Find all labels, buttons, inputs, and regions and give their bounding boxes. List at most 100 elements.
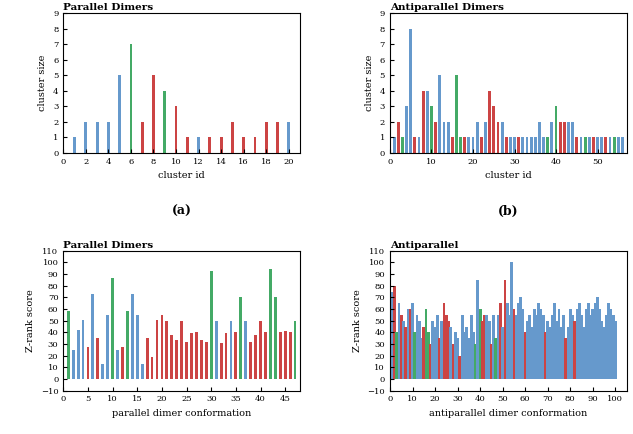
Bar (141, 364, 144, 379)
Bar (405, 106, 408, 153)
Bar (492, 106, 495, 153)
Bar (573, 321, 576, 379)
Bar (588, 137, 591, 153)
Bar (151, 357, 153, 379)
Bar (470, 315, 473, 379)
Bar (603, 326, 606, 379)
Bar (96, 122, 99, 153)
Bar (454, 332, 457, 379)
X-axis label: parallel dimer conformation: parallel dimer conformation (112, 409, 251, 418)
Bar (569, 309, 572, 379)
Bar (146, 338, 149, 379)
Y-axis label: Z-rank score: Z-rank score (353, 289, 362, 352)
Bar (391, 292, 394, 379)
Bar (509, 137, 512, 153)
Bar (67, 311, 70, 379)
Bar (163, 91, 166, 153)
Bar (287, 122, 290, 153)
Bar (400, 315, 403, 379)
Bar (474, 344, 477, 379)
Bar (611, 315, 615, 379)
Bar (555, 106, 558, 153)
Bar (508, 315, 511, 379)
Bar (107, 122, 110, 153)
Bar (175, 341, 178, 379)
Bar (505, 137, 508, 153)
Bar (555, 321, 558, 379)
Bar (253, 137, 256, 153)
Bar (398, 303, 401, 379)
Bar (190, 333, 193, 379)
Bar (200, 341, 203, 379)
Bar (461, 315, 463, 379)
Bar (589, 315, 592, 379)
Bar (205, 342, 208, 379)
Bar (483, 315, 486, 379)
Bar (436, 315, 439, 379)
Y-axis label: Z-rank score: Z-rank score (26, 289, 35, 352)
Bar (239, 297, 242, 379)
Bar (418, 321, 421, 379)
Bar (591, 309, 594, 379)
Bar (551, 315, 554, 379)
Bar (186, 137, 189, 153)
Bar (242, 137, 245, 153)
Bar (546, 321, 549, 379)
Bar (571, 315, 574, 379)
Bar (542, 315, 544, 379)
Text: Parallel Dimers: Parallel Dimers (63, 241, 153, 250)
Bar (418, 137, 420, 153)
Bar (395, 332, 398, 379)
Bar (614, 321, 617, 379)
Bar (208, 137, 211, 153)
Bar (538, 122, 541, 153)
Bar (392, 137, 396, 153)
Bar (274, 297, 277, 379)
Bar (546, 137, 549, 153)
Bar (73, 137, 76, 153)
Y-axis label: cluster size: cluster size (365, 55, 374, 111)
Bar (87, 348, 89, 379)
Bar (559, 122, 561, 153)
Bar (77, 330, 80, 379)
Bar (519, 297, 522, 379)
Bar (607, 303, 610, 379)
Bar (490, 344, 493, 379)
Bar (430, 106, 433, 153)
Bar (264, 332, 267, 379)
Bar (549, 326, 551, 379)
Bar (126, 311, 129, 379)
Bar (530, 137, 532, 153)
X-axis label: antiparallel dimer conformation: antiparallel dimer conformation (429, 409, 587, 418)
Bar (477, 280, 479, 379)
Bar (463, 332, 466, 379)
Bar (234, 332, 237, 379)
Bar (131, 294, 134, 379)
Bar (592, 137, 595, 153)
Bar (494, 338, 498, 379)
Bar (455, 75, 458, 153)
Bar (449, 326, 452, 379)
Bar (404, 326, 407, 379)
Bar (269, 270, 272, 379)
Bar (605, 315, 608, 379)
Bar (567, 326, 570, 379)
Bar (501, 122, 503, 153)
Bar (488, 91, 491, 153)
Bar (567, 122, 570, 153)
Bar (539, 309, 542, 379)
Bar (447, 122, 449, 153)
Bar (96, 338, 99, 379)
Bar (438, 338, 441, 379)
Bar (580, 137, 582, 153)
Bar (501, 326, 504, 379)
Bar (458, 355, 461, 379)
Bar (118, 75, 121, 153)
Bar (156, 319, 158, 379)
Bar (537, 303, 540, 379)
Bar (161, 315, 163, 379)
Bar (480, 137, 483, 153)
Bar (397, 122, 399, 153)
Bar (452, 344, 454, 379)
Bar (522, 137, 524, 153)
